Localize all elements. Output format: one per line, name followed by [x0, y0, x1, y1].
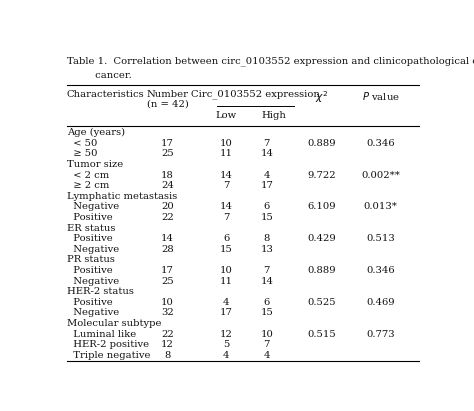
Text: 0.889: 0.889 [308, 139, 336, 148]
Text: 0.346: 0.346 [366, 266, 395, 275]
Text: 11: 11 [220, 149, 233, 158]
Text: 6: 6 [223, 234, 229, 243]
Text: Negative: Negative [66, 245, 119, 254]
Text: 0.469: 0.469 [366, 298, 395, 307]
Text: 0.525: 0.525 [308, 298, 336, 307]
Text: 4: 4 [223, 351, 229, 360]
Text: 10: 10 [161, 298, 174, 307]
Text: 28: 28 [161, 245, 174, 254]
Text: ER status: ER status [66, 224, 115, 233]
Text: 10: 10 [220, 266, 233, 275]
Text: Number
(n = 42): Number (n = 42) [146, 90, 189, 109]
Text: Positive: Positive [66, 213, 112, 222]
Text: 6: 6 [264, 298, 270, 307]
Text: 6: 6 [264, 202, 270, 211]
Text: 7: 7 [223, 213, 229, 222]
Text: 8: 8 [164, 351, 171, 360]
Text: 20: 20 [161, 202, 174, 211]
Text: Triple negative: Triple negative [66, 351, 150, 360]
Text: 14: 14 [220, 171, 233, 180]
Text: 24: 24 [161, 181, 174, 190]
Text: 10: 10 [220, 139, 233, 148]
Text: PR status: PR status [66, 255, 115, 264]
Text: Luminal like: Luminal like [66, 330, 136, 339]
Text: Positive: Positive [66, 266, 112, 275]
Text: 17: 17 [260, 181, 273, 190]
Text: 17: 17 [220, 308, 233, 317]
Text: HER-2 positive: HER-2 positive [66, 340, 149, 349]
Text: 12: 12 [161, 340, 174, 349]
Text: 4: 4 [223, 298, 229, 307]
Text: 14: 14 [220, 202, 233, 211]
Text: Negative: Negative [66, 308, 119, 317]
Text: 7: 7 [264, 266, 270, 275]
Text: 0.346: 0.346 [366, 139, 395, 148]
Text: 15: 15 [260, 213, 273, 222]
Text: 15: 15 [260, 308, 273, 317]
Text: 8: 8 [264, 234, 270, 243]
Text: ≥ 2 cm: ≥ 2 cm [66, 181, 109, 190]
Text: Age (years): Age (years) [66, 128, 125, 137]
Text: 0.773: 0.773 [366, 330, 395, 339]
Text: 22: 22 [161, 330, 174, 339]
Text: Table 1.  Correlation between circ_0103552 expression and clinicopathological ch: Table 1. Correlation between circ_010355… [66, 56, 474, 66]
Text: Positive: Positive [66, 298, 112, 307]
Text: High: High [262, 111, 287, 120]
Text: Negative: Negative [66, 202, 119, 211]
Text: 25: 25 [161, 149, 174, 158]
Text: 9.722: 9.722 [308, 171, 336, 180]
Text: Positive: Positive [66, 234, 112, 243]
Text: 7: 7 [264, 139, 270, 148]
Text: $\chi^2$: $\chi^2$ [315, 90, 328, 105]
Text: 0.002**: 0.002** [361, 171, 400, 180]
Text: cancer.: cancer. [66, 72, 131, 81]
Text: Molecular subtype: Molecular subtype [66, 319, 161, 328]
Text: 0.013*: 0.013* [364, 202, 398, 211]
Text: 4: 4 [264, 351, 270, 360]
Text: 6.109: 6.109 [308, 202, 336, 211]
Text: Characteristics: Characteristics [66, 90, 144, 99]
Text: ≥ 50: ≥ 50 [66, 149, 97, 158]
Text: 11: 11 [220, 277, 233, 286]
Text: 7: 7 [264, 340, 270, 349]
Text: 0.513: 0.513 [366, 234, 395, 243]
Text: Circ_0103552 expression: Circ_0103552 expression [191, 90, 320, 99]
Text: 15: 15 [220, 245, 233, 254]
Text: < 50: < 50 [66, 139, 97, 148]
Text: 0.889: 0.889 [308, 266, 336, 275]
Text: 32: 32 [161, 308, 174, 317]
Text: HER-2 status: HER-2 status [66, 287, 134, 296]
Text: 22: 22 [161, 213, 174, 222]
Text: Lymphatic metastasis: Lymphatic metastasis [66, 192, 177, 201]
Text: 14: 14 [260, 277, 273, 286]
Text: 4: 4 [264, 171, 270, 180]
Text: 12: 12 [220, 330, 233, 339]
Text: 5: 5 [223, 340, 229, 349]
Text: Negative: Negative [66, 277, 119, 286]
Text: 18: 18 [161, 171, 174, 180]
Text: Low: Low [216, 111, 237, 120]
Text: 14: 14 [161, 234, 174, 243]
Text: 14: 14 [260, 149, 273, 158]
Text: 17: 17 [161, 139, 174, 148]
Text: 25: 25 [161, 277, 174, 286]
Text: < 2 cm: < 2 cm [66, 171, 109, 180]
Text: 17: 17 [161, 266, 174, 275]
Text: 0.515: 0.515 [308, 330, 336, 339]
Text: 13: 13 [260, 245, 273, 254]
Text: 0.429: 0.429 [308, 234, 336, 243]
Text: Tumor size: Tumor size [66, 160, 123, 169]
Text: 7: 7 [223, 181, 229, 190]
Text: 10: 10 [260, 330, 273, 339]
Text: $P$ value: $P$ value [362, 90, 400, 102]
